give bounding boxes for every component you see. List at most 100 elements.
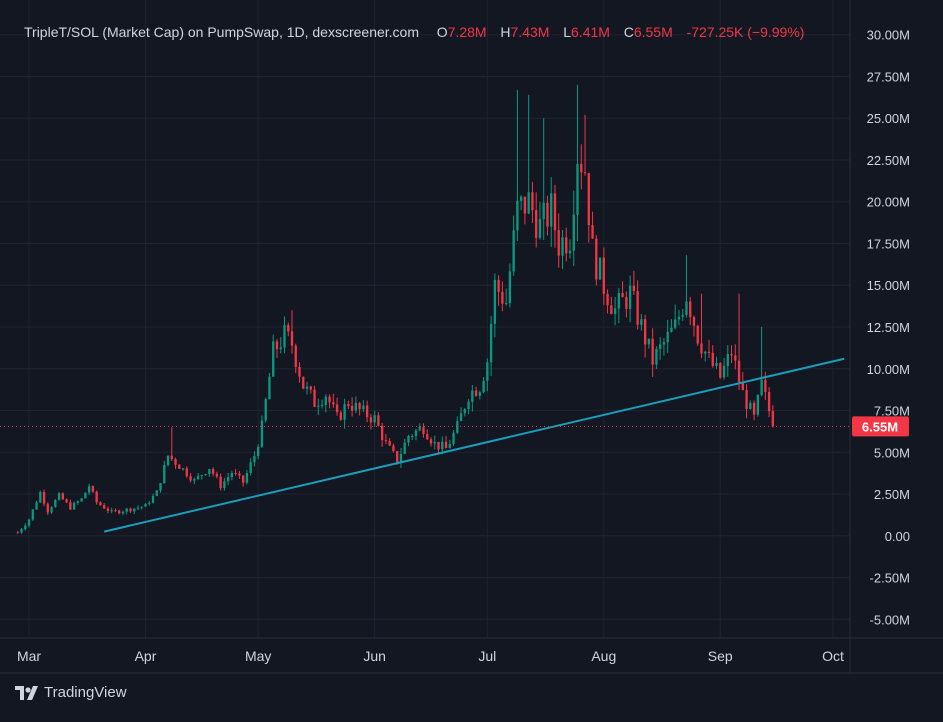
bearish-candle bbox=[591, 225, 594, 239]
bearish-candle bbox=[118, 510, 121, 514]
bullish-candle bbox=[133, 508, 136, 512]
bullish-candle bbox=[452, 432, 455, 444]
x-tick-label: May bbox=[245, 648, 271, 664]
grid-lines bbox=[0, 0, 850, 638]
bullish-candle bbox=[166, 455, 170, 466]
y-axis[interactable]: 30.00M 27.50M 25.00M 22.50M 20.00M 17.50M 15.0… bbox=[849, 0, 910, 673]
bullish-candle bbox=[362, 405, 365, 410]
y-tick-label: 27.50M bbox=[867, 69, 910, 84]
bearish-candle bbox=[501, 291, 504, 304]
bearish-candle bbox=[625, 297, 628, 309]
bearish-candle bbox=[294, 345, 297, 367]
y-tick-label: 20.00M bbox=[867, 195, 910, 210]
bullish-candle bbox=[403, 442, 406, 454]
bearish-candle bbox=[692, 317, 696, 326]
y-tick-label: 7.50M bbox=[874, 404, 910, 419]
x-axis[interactable]: Mar Apr May Jun Jul Aug Sep Oct bbox=[0, 637, 943, 674]
bullish-candle bbox=[121, 511, 125, 514]
bearish-candle bbox=[583, 172, 587, 174]
bearish-candle bbox=[185, 468, 188, 477]
bearish-candle bbox=[745, 390, 748, 409]
bullish-candle bbox=[196, 475, 200, 480]
bullish-candle bbox=[54, 499, 57, 508]
bullish-candle bbox=[264, 399, 267, 421]
bullish-candle bbox=[245, 472, 249, 483]
bearish-candle bbox=[531, 192, 534, 211]
bearish-candle bbox=[287, 325, 290, 332]
x-tick-label: Jun bbox=[363, 648, 386, 664]
bullish-candle bbox=[136, 507, 140, 509]
bearish-candle bbox=[734, 355, 737, 361]
bullish-candle bbox=[568, 250, 572, 254]
bullish-candle bbox=[655, 348, 658, 365]
bearish-candle bbox=[497, 279, 500, 292]
bearish-candle bbox=[275, 341, 279, 350]
bearish-candle bbox=[632, 285, 636, 292]
bearish-candle bbox=[696, 325, 699, 344]
bearish-candle bbox=[707, 351, 711, 353]
bullish-candle bbox=[508, 271, 512, 304]
bearish-candle bbox=[332, 402, 335, 405]
bullish-candle bbox=[448, 443, 451, 449]
bearish-candle bbox=[422, 427, 425, 435]
legend-low-value: 6.41M bbox=[571, 24, 610, 40]
bullish-candle bbox=[343, 404, 346, 420]
bullish-candle bbox=[704, 351, 707, 354]
bearish-candle bbox=[737, 360, 741, 382]
bearish-candle bbox=[621, 293, 624, 298]
bullish-candle bbox=[550, 193, 553, 227]
bearish-candle bbox=[238, 473, 241, 476]
bearish-candle bbox=[95, 491, 98, 503]
bullish-candle bbox=[151, 496, 155, 503]
bullish-candle bbox=[181, 468, 185, 470]
tradingview-brand[interactable]: TradingView bbox=[14, 684, 127, 701]
bearish-candle bbox=[234, 472, 237, 474]
bearish-candle bbox=[369, 417, 373, 423]
bearish-candle bbox=[392, 445, 395, 452]
bearish-candle bbox=[377, 415, 380, 426]
bullish-candle bbox=[411, 435, 414, 437]
legend-open-value: 7.28M bbox=[447, 24, 487, 40]
bearish-candle bbox=[426, 434, 429, 440]
bearish-candle bbox=[302, 376, 305, 389]
legend-high-value: 7.43M bbox=[510, 24, 550, 40]
bearish-candle bbox=[741, 381, 744, 391]
x-tick-label: Jul bbox=[478, 648, 496, 664]
bullish-candle bbox=[647, 338, 651, 345]
bullish-candle bbox=[715, 363, 718, 366]
bullish-candle bbox=[628, 285, 632, 309]
bearish-candle bbox=[106, 508, 110, 511]
legend-high-label: H bbox=[500, 24, 511, 40]
bullish-candle bbox=[208, 468, 211, 475]
bullish-candle bbox=[504, 303, 508, 305]
bullish-candle bbox=[72, 502, 76, 510]
bullish-candle bbox=[662, 342, 666, 345]
bearish-candle bbox=[339, 412, 343, 420]
bullish-candle bbox=[576, 163, 579, 215]
bullish-candle bbox=[200, 475, 204, 477]
x-tick-label: Oct bbox=[822, 648, 844, 664]
bullish-candle bbox=[260, 420, 264, 447]
bullish-candle bbox=[519, 196, 523, 201]
bearish-candle bbox=[65, 499, 68, 503]
bullish-candle bbox=[193, 479, 196, 481]
bearish-candle bbox=[752, 402, 756, 415]
bullish-candle bbox=[317, 405, 320, 407]
bullish-candle bbox=[486, 362, 489, 381]
bearish-candle bbox=[535, 210, 538, 238]
bullish-candle bbox=[538, 218, 542, 238]
bullish-candle bbox=[760, 379, 763, 396]
bearish-candle bbox=[711, 352, 714, 366]
bullish-candle bbox=[354, 403, 358, 411]
y-tick-label: 10.00M bbox=[867, 362, 910, 377]
legend-close-label: C bbox=[623, 24, 634, 40]
legend-title: TripleT/SOL (Market Cap) on PumpSwap, 1D… bbox=[24, 24, 420, 40]
bearish-candle bbox=[606, 293, 609, 306]
bearish-candle bbox=[358, 403, 361, 410]
bullish-candle bbox=[24, 525, 27, 530]
bearish-candle bbox=[114, 510, 117, 512]
bullish-candle bbox=[140, 506, 143, 508]
